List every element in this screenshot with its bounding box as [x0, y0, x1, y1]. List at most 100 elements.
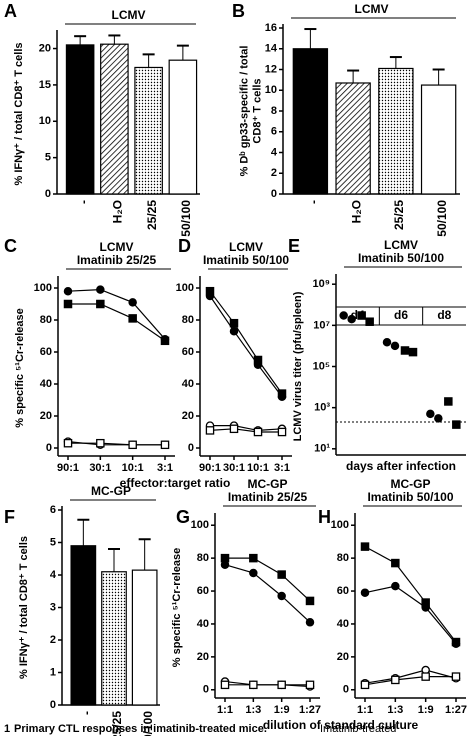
point: [451, 672, 461, 681]
x-tick-label: 10:1: [122, 462, 144, 474]
bar: [134, 66, 163, 195]
chart-title: LCMV: [112, 8, 146, 22]
chart-title: LCMV: [229, 240, 263, 254]
series-line: [67, 288, 166, 340]
point: [360, 542, 370, 551]
series-line: [210, 425, 283, 432]
point: [421, 672, 430, 681]
x-tick-label: 25/25: [392, 200, 406, 230]
y-tick-label: 4: [50, 569, 57, 581]
panel-label: F: [4, 507, 15, 527]
point: [229, 424, 239, 434]
group-label: d8: [437, 308, 451, 322]
y-tick-label: 40: [197, 618, 209, 630]
point: [391, 581, 400, 591]
point: [365, 317, 374, 326]
y-axis-label: CD8⁺ T cells: [251, 78, 263, 143]
y-tick-label: 2: [50, 634, 56, 646]
point: [229, 318, 239, 328]
x-tick-label: 25/25: [110, 711, 124, 736]
y-tick-label: 2: [271, 167, 277, 179]
y-tick-label: 60: [337, 585, 349, 597]
point: [408, 347, 418, 357]
y-tick-label: 10⁵: [313, 360, 330, 372]
x-tick-label: 90:1: [57, 462, 79, 474]
point: [434, 414, 443, 423]
y-tick-label: 100: [331, 519, 349, 531]
x-axis-label: days after infection: [346, 459, 456, 473]
y-tick-label: 0: [203, 684, 209, 696]
y-tick-label: 12: [265, 63, 277, 75]
x-tick-label: 1:27: [299, 704, 321, 716]
point: [277, 427, 287, 437]
point: [382, 338, 392, 347]
chart-title: MC-GP: [91, 484, 131, 498]
point: [426, 409, 435, 419]
x-axis-label: dilution of standard culture: [263, 718, 419, 732]
y-axis-label: % IFNγ⁺ / total CD8⁺ T cells: [13, 42, 25, 185]
y-axis-label: % Dᵇ gp33-specific / total: [238, 46, 250, 177]
y-axis-label: % specific ⁵¹Cr-release: [14, 308, 26, 428]
panel-label: A: [4, 1, 17, 21]
series-line: [209, 290, 283, 394]
y-tick-label: 10: [39, 115, 51, 127]
point: [360, 588, 370, 597]
bar: [65, 44, 95, 195]
x-tick-label: 50/100: [435, 200, 449, 237]
y-tick-label: 60: [197, 585, 209, 597]
x-tick-label: H₂O: [111, 200, 125, 223]
y-tick-label: 10: [265, 84, 277, 96]
point: [249, 568, 258, 578]
point: [96, 285, 105, 294]
point: [391, 558, 400, 568]
point: [277, 680, 286, 690]
bar: [131, 569, 158, 706]
y-tick-label: 0: [50, 699, 56, 711]
x-tick-label: 1:1: [217, 704, 233, 716]
y-tick-label: 40: [182, 378, 194, 390]
point: [421, 598, 430, 607]
point: [339, 311, 348, 320]
y-tick-label: 20: [40, 410, 52, 422]
y-tick-label: 80: [182, 314, 194, 326]
chart-subtitle: Imatinib 50/100: [358, 251, 444, 265]
y-tick-label: 14: [265, 43, 278, 55]
point: [160, 336, 170, 346]
y-tick-label: 0: [188, 442, 194, 454]
x-tick-label: 3:1: [157, 462, 173, 474]
x-tick-label: H₂O: [349, 200, 363, 223]
series-line: [224, 564, 311, 623]
chart-subtitle: Imatinib 25/25: [77, 253, 157, 267]
panel-label: H: [318, 507, 331, 527]
point: [357, 311, 366, 320]
point: [277, 389, 287, 398]
y-tick-label: 60: [182, 346, 194, 358]
x-tick-label: 50/100: [141, 711, 155, 736]
y-tick-label: 10³: [314, 402, 330, 414]
point: [452, 420, 461, 429]
series-line: [364, 585, 457, 645]
bar: [168, 59, 198, 195]
point: [451, 637, 461, 647]
y-tick-label: 40: [40, 378, 52, 390]
y-tick-label: 10¹: [314, 443, 330, 455]
y-tick-label: 0: [45, 188, 51, 200]
y-tick-label: 20: [39, 42, 51, 54]
point: [347, 314, 356, 324]
y-tick-label: 6: [50, 504, 56, 516]
x-tick-label: 1:3: [245, 704, 261, 716]
bar: [100, 43, 129, 195]
x-tick-label: 25/25: [145, 200, 159, 230]
chart-title: MC-GP: [391, 477, 431, 491]
bar: [420, 84, 457, 195]
point: [253, 427, 263, 437]
y-tick-label: 16: [265, 22, 277, 34]
y-tick-label: 40: [337, 618, 349, 630]
series-line: [224, 680, 311, 688]
caption-number: 1: [4, 723, 10, 735]
y-tick-label: 20: [337, 651, 349, 663]
point: [444, 397, 453, 406]
bar: [378, 67, 414, 195]
series-line: [209, 295, 283, 398]
bar: [70, 545, 97, 706]
